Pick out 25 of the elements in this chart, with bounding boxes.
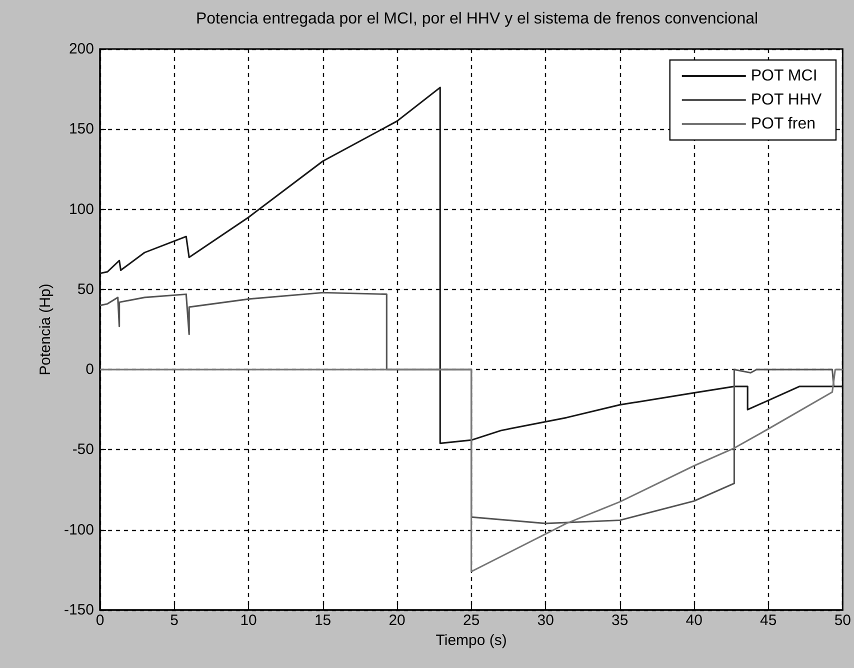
- chart-title: Potencia entregada por el MCI, por el HHV y el sistema de frenos convencional: [196, 10, 758, 28]
- x-tick-label: 25: [462, 612, 480, 629]
- x-tick-label: 30: [537, 612, 554, 629]
- legend-label: POT HHV: [750, 92, 822, 108]
- x-tick-label: 20: [388, 612, 406, 629]
- y-axis-title: Potencia (Hp): [37, 284, 54, 376]
- x-tick-label: 0: [96, 612, 104, 629]
- x-tick-label: 45: [760, 612, 777, 629]
- legend-label: POT MCI: [750, 68, 818, 84]
- x-tick-label: 5: [170, 612, 178, 629]
- y-tick-label: -150: [64, 602, 94, 618]
- x-tick-label: 10: [240, 612, 257, 629]
- x-tick-label: 50: [834, 612, 851, 629]
- x-tick-label: 40: [686, 612, 702, 629]
- y-tick-label: 100: [68, 200, 94, 218]
- legend-label: POT fren: [750, 116, 816, 132]
- x-tick-label: 15: [314, 612, 332, 629]
- y-tick-label: 0: [86, 361, 94, 378]
- y-tick-label: -100: [64, 521, 94, 538]
- y-tick-label: 50: [77, 280, 94, 298]
- y-tick-label: 200: [68, 40, 94, 58]
- y-tick-label: -50: [72, 441, 94, 458]
- x-axis-title: Tiempo (s): [436, 632, 507, 649]
- x-tick-label: 35: [612, 612, 628, 629]
- y-tick-label: 150: [68, 120, 94, 138]
